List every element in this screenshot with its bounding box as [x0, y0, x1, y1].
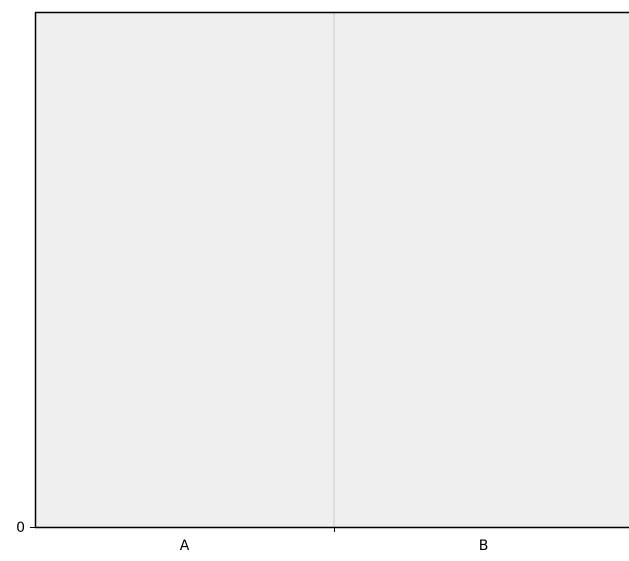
x-tick-label-B: B — [479, 538, 489, 554]
x-tick-label-A: A — [180, 538, 190, 554]
y-tick-label: 0 — [16, 520, 25, 536]
plot-area — [35, 12, 629, 527]
y-axis-ticks: 0 — [16, 520, 35, 536]
